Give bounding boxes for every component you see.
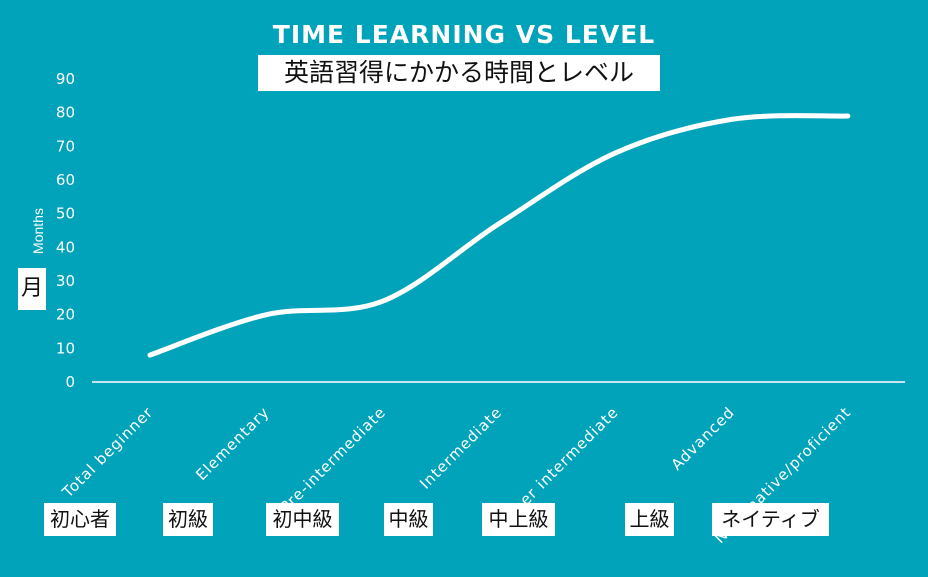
y-axis-label-jp: 月 <box>18 268 46 310</box>
y-tick-label: 60 <box>56 171 75 189</box>
chart-title: TIME LEARNING VS LEVEL <box>272 20 656 49</box>
category-label-jp: 初中級 <box>266 503 339 536</box>
y-tick-label: 40 <box>56 238 75 256</box>
y-tick-label: 80 <box>56 104 75 122</box>
y-tick-label: 10 <box>56 339 75 357</box>
x-category-label: Advanced <box>668 403 739 474</box>
x-category-label: Total beginner <box>58 403 157 502</box>
y-tick-label: 50 <box>56 205 75 223</box>
y-axis-label: Months <box>30 208 46 254</box>
series-line <box>147 113 851 358</box>
y-tick-label: 90 <box>56 70 75 88</box>
chart-subtitle: 英語習得にかかる時間とレベル <box>258 55 660 91</box>
category-label-jp: 中級 <box>384 503 433 536</box>
category-label-jp: 初心者 <box>44 503 116 536</box>
category-label-jp: 中上級 <box>482 503 555 536</box>
y-axis-ticks: 0 10 20 30 40 50 60 70 80 90 <box>56 70 75 391</box>
y-tick-label: 30 <box>56 272 75 290</box>
x-category-label: Elementary <box>192 403 273 484</box>
y-tick-label: 70 <box>56 137 75 155</box>
x-category-label: Pre-intermediate <box>276 403 389 516</box>
y-tick-label: 0 <box>65 373 75 391</box>
category-label-jp: 上級 <box>625 503 674 536</box>
x-category-label: Intermediate <box>416 403 506 493</box>
y-tick-label: 20 <box>56 306 75 324</box>
category-label-jp: ネイティブ <box>712 503 829 536</box>
category-label-jp: 初級 <box>163 503 213 536</box>
